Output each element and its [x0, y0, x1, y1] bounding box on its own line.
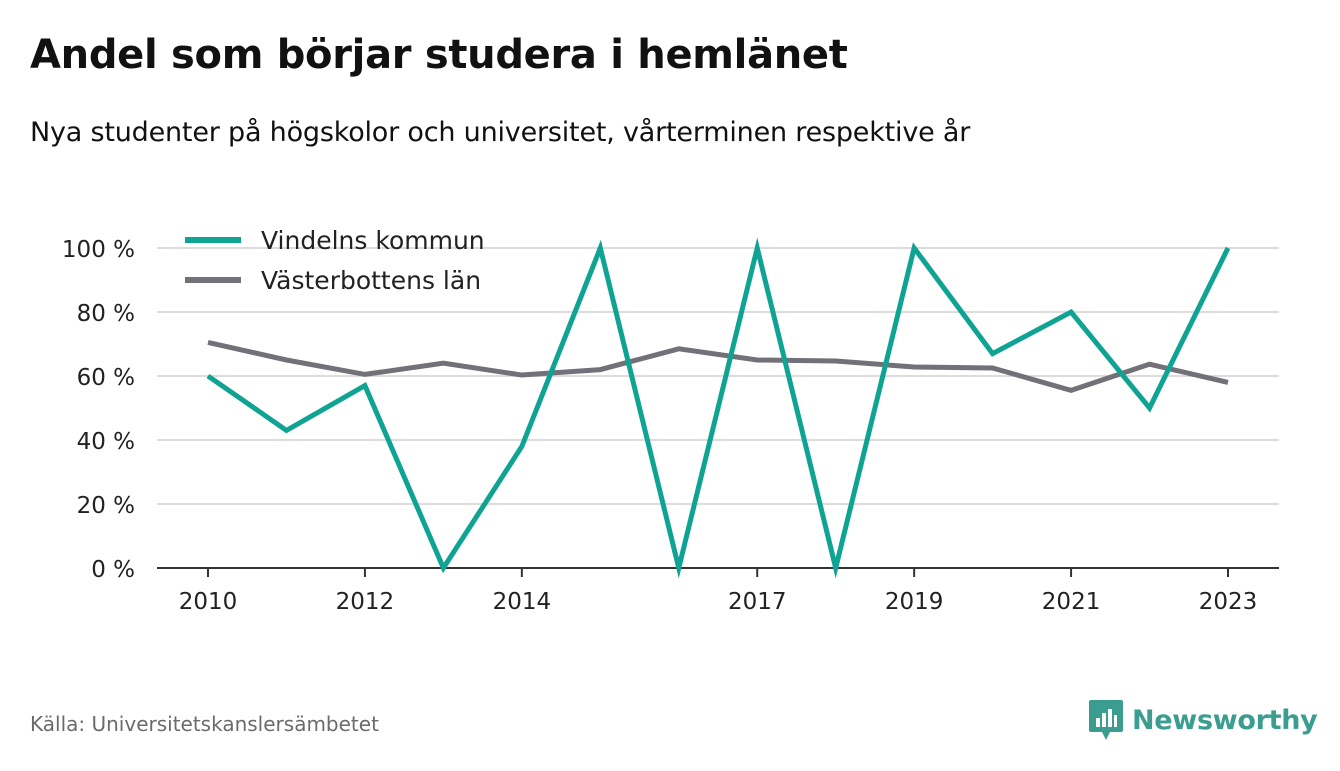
grid-lines	[157, 247, 1279, 505]
series-line-0	[206, 237, 1231, 579]
x-tick-label: 2012	[336, 589, 395, 615]
newsworthy-logo-icon	[1089, 700, 1123, 740]
x-tick-label: 2014	[493, 589, 552, 615]
y-axis-ticks: 0 % 20 % 40 % 60 % 80 % 100 %	[62, 237, 135, 583]
x-tick-label: 2019	[885, 589, 944, 615]
y-tick-label: 60 %	[77, 365, 135, 391]
legend-label: Vindelns kommun	[261, 226, 485, 255]
y-tick-label: 20 %	[77, 493, 135, 519]
y-tick-label: 0 %	[91, 557, 135, 583]
x-axis: 2010 2012 2014 2017 2019 2021 2023	[157, 567, 1279, 615]
x-tick-label: 2010	[179, 589, 238, 615]
chart-title: Andel som börjar studera i hemlänet	[30, 32, 848, 78]
legend-label: Västerbottens län	[261, 266, 481, 295]
chart-subtitle: Nya studenter på högskolor och universit…	[30, 117, 971, 148]
x-tick-label: 2023	[1199, 589, 1258, 615]
x-tick-label: 2017	[728, 589, 787, 615]
y-tick-label: 40 %	[77, 429, 135, 455]
y-tick-label: 80 %	[77, 301, 135, 327]
brand-logo[interactable]: Newsworthy	[1088, 698, 1318, 742]
series-lines	[206, 237, 1231, 579]
series-line-1	[207, 339, 1229, 394]
x-tick-label: 2021	[1042, 589, 1101, 615]
y-tick-label: 100 %	[62, 237, 135, 263]
legend: Vindelns kommun Västerbottens län	[185, 226, 485, 295]
source-note: Källa: Universitetskanslersämbetet	[30, 712, 379, 736]
brand-name: Newsworthy	[1132, 704, 1318, 736]
